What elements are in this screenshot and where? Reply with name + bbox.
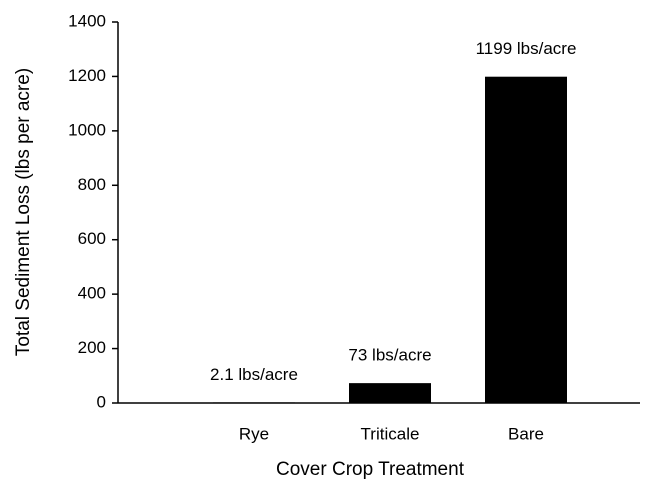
y-tick-label: 1000 xyxy=(68,120,106,139)
x-axis-title: Cover Crop Treatment xyxy=(276,459,465,480)
value-label: 73 lbs/acre xyxy=(348,346,431,365)
y-tick-label: 1400 xyxy=(68,11,106,30)
y-axis-title: Total Sediment Loss (lbs per acre) xyxy=(13,68,34,356)
y-tick-label: 800 xyxy=(78,175,106,194)
value-label: 1199 lbs/acre xyxy=(476,39,577,58)
x-tick-label: Bare xyxy=(508,424,544,443)
bar xyxy=(485,76,567,403)
y-tick-label: 200 xyxy=(78,338,106,357)
y-tick-label: 1200 xyxy=(68,66,106,85)
y-tick-label: 400 xyxy=(78,284,106,303)
y-tick-label: 600 xyxy=(78,229,106,248)
value-label: 2.1 lbs/acre xyxy=(210,365,298,384)
y-tick-label: 0 xyxy=(97,392,106,411)
bar xyxy=(349,383,431,403)
bar xyxy=(213,402,295,403)
x-tick-label: Rye xyxy=(239,424,269,443)
x-tick-label: Triticale xyxy=(361,424,420,443)
